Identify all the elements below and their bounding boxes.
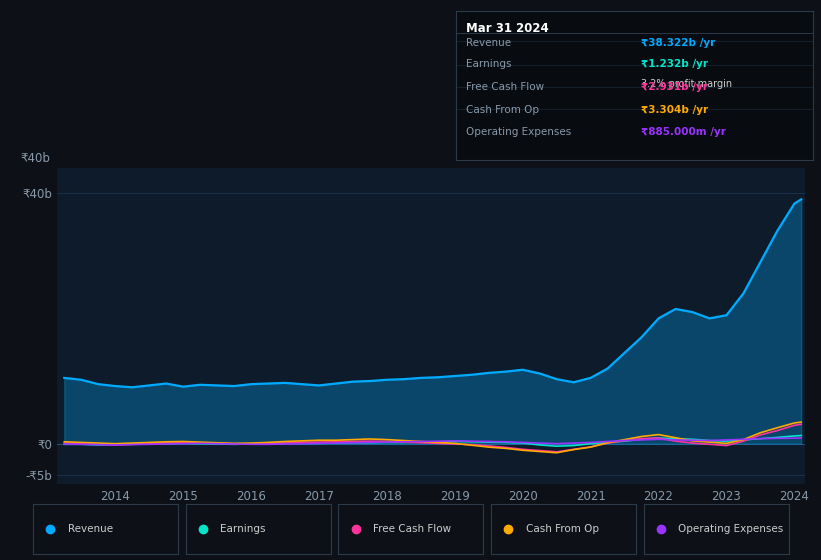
- Text: ₹2.931b /yr: ₹2.931b /yr: [641, 82, 709, 92]
- Text: ₹3.304b /yr: ₹3.304b /yr: [641, 105, 709, 115]
- Text: Revenue: Revenue: [67, 524, 112, 534]
- Text: Cash From Op: Cash From Op: [466, 105, 539, 115]
- Text: Earnings: Earnings: [220, 524, 266, 534]
- Text: Operating Expenses: Operating Expenses: [678, 524, 784, 534]
- Text: Mar 31 2024: Mar 31 2024: [466, 22, 549, 35]
- Text: Earnings: Earnings: [466, 59, 511, 69]
- Text: Cash From Op: Cash From Op: [525, 524, 599, 534]
- Text: Operating Expenses: Operating Expenses: [466, 127, 571, 137]
- Text: Free Cash Flow: Free Cash Flow: [466, 82, 544, 92]
- Text: ₹40b: ₹40b: [21, 152, 50, 165]
- Text: ₹38.322b /yr: ₹38.322b /yr: [641, 38, 716, 48]
- Text: 3.2% profit margin: 3.2% profit margin: [641, 79, 732, 88]
- Text: Free Cash Flow: Free Cash Flow: [373, 524, 452, 534]
- Text: Revenue: Revenue: [466, 38, 511, 48]
- Text: ₹885.000m /yr: ₹885.000m /yr: [641, 127, 727, 137]
- Text: ₹1.232b /yr: ₹1.232b /yr: [641, 59, 709, 69]
